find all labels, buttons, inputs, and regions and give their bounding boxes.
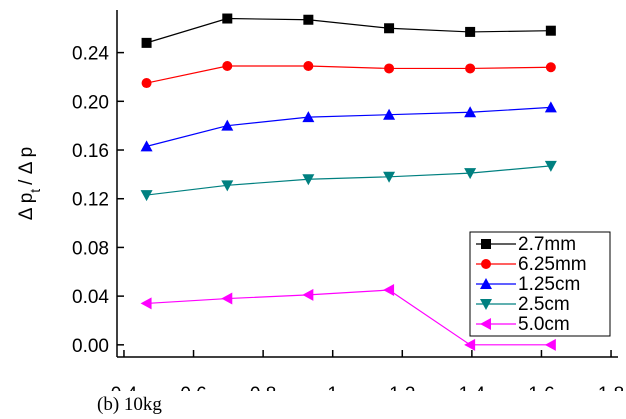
marker: [464, 106, 477, 118]
marker: [303, 14, 314, 25]
marker: [141, 78, 152, 89]
marker: [464, 338, 476, 351]
marker: [222, 13, 233, 24]
marker: [140, 297, 152, 310]
y-label-part: / Δ p: [16, 147, 37, 185]
marker: [544, 338, 556, 351]
y-label-part: t: [27, 189, 43, 193]
y-label-part: Δ p: [16, 193, 37, 221]
series-line: [146, 65, 551, 84]
marker: [544, 160, 557, 172]
legend-label: 5.0cm: [518, 314, 570, 335]
caption: (b) 10kg: [97, 394, 162, 415]
marker: [465, 26, 476, 37]
marker: [384, 63, 395, 74]
marker: [464, 168, 477, 180]
marker: [302, 111, 315, 123]
marker: [544, 101, 557, 113]
marker: [141, 37, 152, 48]
legend-label: 2.7mm: [518, 234, 576, 255]
series-line: [146, 106, 551, 147]
y-tick-label: 0.12: [72, 190, 109, 211]
marker: [221, 119, 234, 131]
y-tick-label: 0.16: [72, 141, 109, 162]
y-axis-label: Δ pt / Δ p: [16, 147, 43, 220]
series-line: [146, 165, 551, 196]
legend-marker: [481, 259, 491, 269]
marker: [384, 23, 395, 34]
series-line: [146, 17, 551, 44]
legend-label: 1.25cm: [518, 274, 580, 295]
marker: [222, 61, 233, 72]
marker: [221, 180, 234, 192]
marker: [545, 25, 556, 36]
marker: [383, 171, 396, 183]
marker: [221, 292, 233, 305]
y-tick-label: 0.20: [72, 92, 109, 113]
marker: [545, 62, 556, 73]
series-line: [146, 289, 551, 346]
legend-marker: [480, 299, 492, 310]
caption-band: [0, 391, 626, 419]
y-tick-label: 0.08: [72, 238, 109, 259]
marker: [383, 284, 395, 297]
legend-marker: [480, 278, 492, 289]
marker: [140, 190, 153, 202]
y-tick-label: 0.24: [72, 44, 109, 65]
y-tick-label: 0.00: [72, 336, 109, 357]
marker: [465, 63, 476, 74]
marker: [302, 174, 315, 186]
marker: [383, 108, 396, 120]
legend-label: 6.25mm: [518, 254, 587, 275]
legend-label: 2.5cm: [518, 294, 570, 315]
marker: [302, 288, 314, 301]
marker: [140, 140, 153, 152]
legend-marker: [480, 318, 491, 330]
marker: [303, 61, 314, 72]
legend-marker: [481, 239, 491, 249]
y-tick-label: 0.04: [72, 287, 109, 308]
